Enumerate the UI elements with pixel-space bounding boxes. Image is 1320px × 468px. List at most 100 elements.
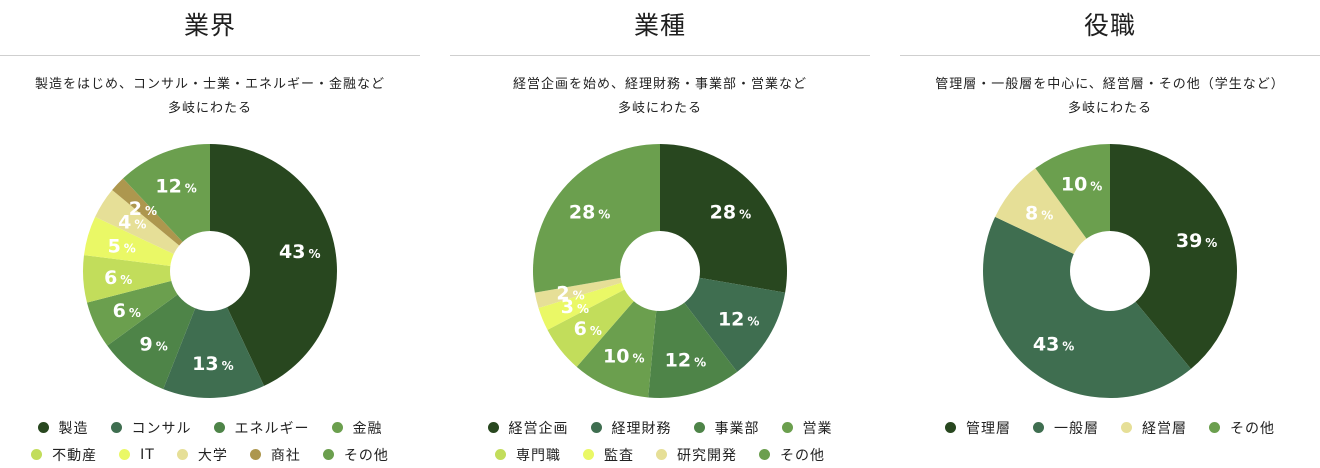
data-label-2: 8% [1025,202,1053,224]
legend-item: 監査 [583,445,634,465]
legend-swatch [495,449,506,460]
legend-item: その他 [759,445,825,465]
legend-row: 製造 コンサル エネルギー 金融 [0,414,420,441]
chart-subtitle: 経営企画を始め、経理財務・事業部・営業など 多岐にわたる [450,73,870,121]
donut-chart: 28 % 12 % 12 % 10 %6 %3 %2 % 28% [532,144,788,399]
data-label-7: 28% [569,202,610,224]
legend-item: 経理財務 [590,418,672,438]
donut-chart: 43 % 13 % 9 % 6 % 6 % 5 %4 %2 %12% [82,144,337,398]
chart-legend: 経営企画 経理財務 事業部 営業専門職 監査 研究開発 その他 [450,414,870,468]
legend-item: 研究開発 [656,445,737,465]
legend-swatch [693,422,705,433]
legend-swatch [322,449,334,460]
chart-title: 役職 [1083,11,1136,40]
data-label-8: 12% [155,176,196,198]
legend-label: 大学 [197,447,228,464]
legend-row: 不動産 IT 大学 商社 その他 [0,441,420,468]
pie-slice-0 [1110,144,1238,369]
donut-hole [170,231,250,311]
chart-legend: 製造 コンサル エネルギー 金融不動産 IT 大学 商社 その他 [0,414,420,468]
data-label-1: 13% [192,353,233,375]
legend-label: 営業 [802,420,833,437]
legend-swatch [1033,422,1044,433]
legend-item: 営業 [781,418,833,438]
legend-swatch [31,449,43,460]
legend-swatch [1121,422,1132,433]
legend-label: その他 [343,447,389,464]
data-label-3: 10% [603,346,644,368]
chart-panel-position: 役職 管理層・一般層を中心に、経営層・その他（学生など） 多岐にわたる 39% 4… [900,0,1320,465]
legend-item: 金融 [331,418,383,438]
pie-slice-1 [660,271,786,372]
legend-item: 経営層 [1121,418,1187,438]
legend-label: 商社 [270,447,301,464]
legend-swatch [590,422,602,433]
subtitle-line: 製造をはじめ、コンサル・士業・エネルギー・金融など [34,77,385,92]
legend-swatch [213,422,225,433]
pie-slice-1 [983,216,1191,398]
legend-item: 製造 [37,418,89,438]
chart-subtitle: 製造をはじめ、コンサル・士業・エネルギー・金融など 多岐にわたる [0,73,420,121]
legend-swatch [331,422,343,433]
legend-label: 経理財務 [611,420,672,437]
subtitle-line: 多岐にわたる [167,101,252,116]
data-label-6: 2% [556,282,584,304]
legend-label: 専門職 [516,447,561,464]
legend-item: 一般層 [1033,418,1099,438]
data-label-4: 6% [574,318,602,340]
data-label-7: 2% [129,198,157,220]
legend-item: 不動産 [31,445,97,465]
legend-swatch [781,422,793,433]
data-label-5: 5% [108,235,136,257]
legend-swatch [176,449,188,460]
pie-slice-1 [163,271,265,398]
data-label-0: 43% [279,241,320,263]
legend-item: 商社 [249,445,301,465]
legend-row: 管理層 一般層 経営層 その他 [900,414,1320,441]
legend-swatch [37,422,49,433]
legend-row: 専門職 監査 研究開発 その他 [450,441,870,468]
legend-swatch [249,449,261,460]
legend-label: 経営層 [1142,420,1187,437]
data-label-1: 12% [718,309,759,331]
legend-swatch [656,449,667,460]
subtitle-line: 多岐にわたる [617,101,702,116]
data-label-0: 39% [1176,230,1217,252]
legend-item: 管理層 [945,418,1011,438]
data-label-2: 12% [665,349,706,371]
divider [0,55,420,56]
legend-label: 事業部 [714,420,760,437]
legend-label: コンサル [131,420,192,437]
legend-item: コンサル [110,418,192,438]
legend-swatch [583,449,594,460]
data-label-0: 28% [710,202,751,224]
legend-item: 大学 [176,445,228,465]
donut-hole [1070,231,1150,311]
legend-swatch [487,422,499,433]
legend-swatch [945,422,956,433]
data-label-6: 4% [118,212,146,234]
legend-label: 不動産 [52,447,98,464]
legend-label: その他 [780,447,825,464]
subtitle-line: 管理層・一般層を中心に、経営層・その他（学生など） [935,77,1285,92]
legend-swatch [1209,422,1220,433]
legend-row: 経営企画 経理財務 事業部 営業 [450,414,870,441]
subtitle-line: 経営企画を始め、経理財務・事業部・営業など [512,77,807,92]
legend-label: 金融 [352,420,383,437]
pie-slice-4 [82,255,210,303]
legend-item: エネルギー [213,418,310,438]
data-label-4: 6% [104,267,132,289]
legend-label: 管理層 [966,420,1011,437]
legend-item: その他 [1209,418,1275,438]
legend-label: 一般層 [1054,420,1099,437]
legend-item: IT [119,447,155,463]
data-label-3: 10% [1061,174,1102,196]
data-label-1: 43% [1033,334,1074,356]
data-label-2: 9% [139,334,167,356]
legend-item: 経営企画 [487,418,569,438]
pie-slice-0 [210,144,337,386]
donut-chart: 39 % 43 % 8 % 10% [983,144,1238,398]
chart-title: 業種 [633,11,686,40]
chart-title: 業界 [183,11,236,40]
legend-label: その他 [1230,420,1275,437]
